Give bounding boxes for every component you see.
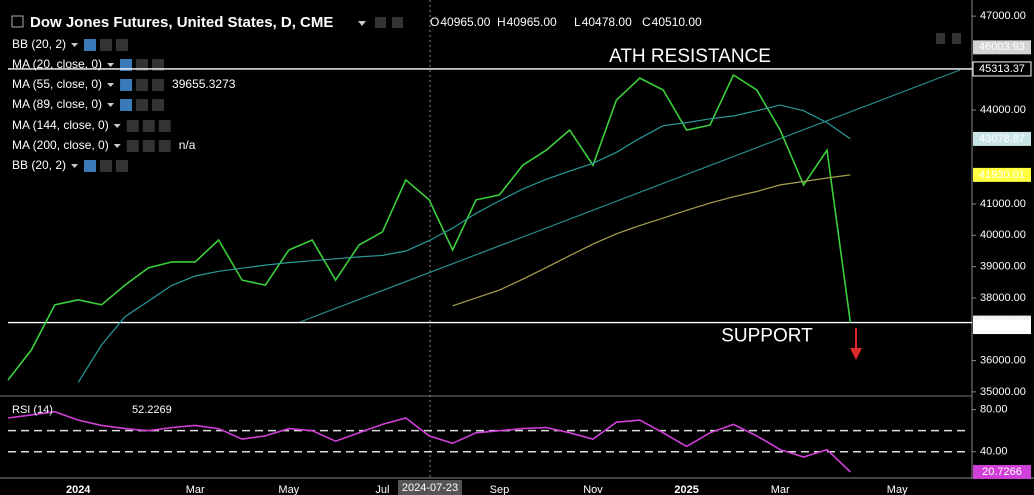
price-badge-label: 46003.93 — [979, 41, 1025, 53]
indicator-name: MA (144, close, 0) — [12, 118, 109, 132]
x-tick-label: 2025 — [674, 484, 698, 495]
price-badge — [973, 131, 1031, 146]
x-tick-label: Nov — [583, 484, 603, 495]
indicator-icon[interactable] — [100, 39, 113, 51]
price-badge — [973, 167, 1031, 182]
price-badge — [973, 40, 1031, 55]
indicator-value: 39655.3273 — [172, 77, 236, 91]
indicator-dropdown[interactable] — [71, 43, 79, 47]
indicator-icon[interactable] — [84, 160, 97, 172]
indicator-icon[interactable] — [116, 39, 129, 51]
x-tick-label: Sep — [490, 484, 510, 495]
pane-title: RSI (14) — [12, 404, 53, 416]
indicator-name: MA (89, close, 0) — [12, 97, 102, 111]
collapse-icon[interactable] — [11, 15, 24, 28]
indicator-icon[interactable] — [100, 160, 113, 172]
indicator-icon[interactable] — [126, 140, 139, 152]
y-tick-label: 40.00 — [980, 446, 1008, 458]
indicator-icon[interactable] — [120, 79, 133, 91]
indicator-icon[interactable] — [152, 99, 165, 111]
ohlc-key: H — [497, 15, 506, 29]
price-badge-label: 45313.37 — [979, 63, 1025, 75]
crosshair-date: 2024-07-23 — [402, 482, 458, 494]
indicator-dropdown[interactable] — [107, 83, 115, 87]
x-tick-label: Jul — [375, 484, 389, 495]
level-annotation: SUPPORT — [721, 326, 813, 347]
price-badge — [972, 61, 1032, 77]
indicator-icon[interactable] — [136, 59, 149, 71]
indicator-icon[interactable] — [158, 140, 171, 152]
series-line — [452, 174, 851, 307]
indicator-name: BB (20, 2) — [12, 158, 66, 172]
indicator-icon[interactable] — [142, 120, 155, 132]
indicator-name: MA (20, close, 0) — [12, 57, 102, 71]
indicator-dropdown[interactable] — [71, 164, 79, 168]
y-tick-label: 47000.00 — [980, 10, 1026, 22]
settings-icon[interactable] — [375, 17, 386, 28]
indicator-icon[interactable] — [120, 99, 133, 111]
y-tick-label: 80.00 — [980, 404, 1008, 416]
ohlc-key: O — [430, 15, 439, 29]
price-badge-label: 43078.87 — [979, 133, 1025, 145]
ohlc-key: C — [642, 15, 651, 29]
ohlc-value: 40478.00 — [582, 15, 632, 29]
indicator-icon[interactable] — [136, 99, 149, 111]
x-tick-label: Mar — [771, 484, 790, 495]
price-badge-label: 41930.01 — [979, 169, 1025, 181]
x-tick-label: May — [887, 484, 908, 495]
pane-icon[interactable] — [936, 33, 945, 44]
x-tick-label: 2024 — [66, 484, 91, 495]
indicator-name: BB (20, 2) — [12, 37, 66, 51]
ohlc-value: 40965.00 — [507, 15, 557, 29]
indicator-name: MA (200, close, 0) — [12, 138, 109, 152]
y-tick-label: 44000.00 — [980, 104, 1026, 116]
settings-icon[interactable] — [392, 17, 403, 28]
indicator-icon[interactable] — [142, 140, 155, 152]
series-line — [7, 73, 852, 381]
arrow-head — [850, 348, 862, 360]
ohlc-value: 40510.00 — [652, 15, 702, 29]
trend-line — [299, 69, 961, 323]
price-badge — [973, 320, 1031, 335]
indicator-icon[interactable] — [116, 160, 129, 172]
indicator-icon[interactable] — [126, 120, 139, 132]
y-tick-label: 40000.00 — [980, 229, 1026, 241]
x-tick-label: Mar — [186, 484, 205, 495]
indicator-icon[interactable] — [84, 39, 97, 51]
indicator-icon[interactable] — [120, 59, 133, 71]
indicator-name: MA (55, close, 0) — [12, 77, 102, 91]
indicator-dropdown[interactable] — [107, 103, 115, 107]
ohlc-key: L — [574, 15, 581, 29]
symbol-title: Dow Jones Futures, United States, D, CME — [30, 14, 333, 31]
price-badge — [973, 464, 1031, 479]
price-badge-label: 20.7266 — [982, 466, 1022, 478]
y-tick-label: 35000.00 — [980, 386, 1026, 398]
indicator-icon[interactable] — [152, 79, 165, 91]
y-tick-label: 41000.00 — [980, 198, 1026, 210]
indicator-dropdown[interactable] — [113, 124, 121, 128]
crosshair-date-box — [398, 480, 462, 495]
indicator-value: n/a — [179, 138, 196, 152]
x-tick-label: May — [278, 484, 299, 495]
pane-icon[interactable] — [952, 33, 961, 44]
ohlc-value: 40965.00 — [440, 15, 490, 29]
indicator-icon[interactable] — [136, 79, 149, 91]
pane-value: 52.2269 — [132, 404, 172, 416]
level-annotation: ATH RESISTANCE — [609, 46, 771, 67]
series-line — [77, 104, 851, 383]
indicator-icon[interactable] — [152, 59, 165, 71]
price-badge-label: 37070.00 — [979, 321, 1025, 333]
y-tick-label: 38000.00 — [980, 292, 1026, 304]
y-tick-label: 36000.00 — [980, 354, 1026, 366]
y-tick-label: 39000.00 — [980, 261, 1026, 273]
indicator-dropdown[interactable] — [113, 144, 121, 148]
indicator-dropdown[interactable] — [107, 63, 115, 67]
title-dropdown[interactable] — [358, 21, 366, 26]
indicator-icon[interactable] — [158, 120, 171, 132]
series-line — [7, 410, 851, 473]
